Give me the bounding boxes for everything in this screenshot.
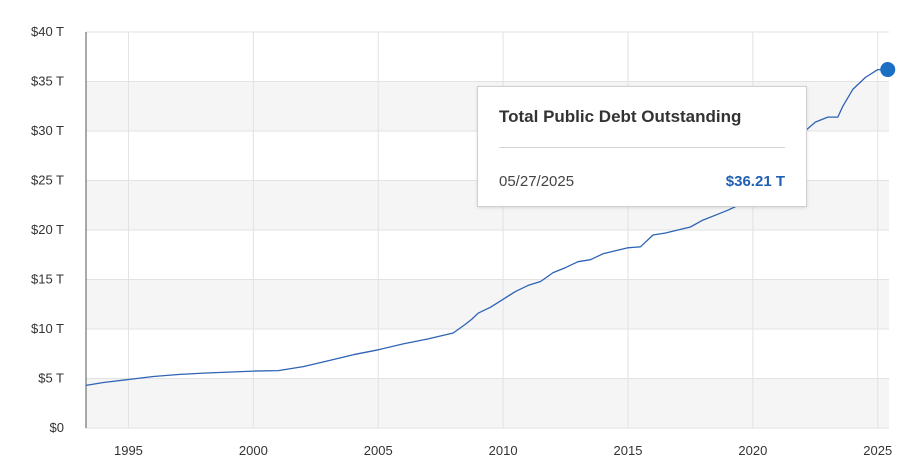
tooltip-date: 05/27/2025 (499, 173, 575, 190)
tooltip-divider (499, 147, 785, 148)
grid-band (86, 378, 889, 428)
grid-band (86, 32, 889, 82)
y-tick-label: $5 T (38, 371, 64, 386)
x-axis-labels: 1995 2000 2005 2010 2015 2020 2025 (114, 443, 892, 458)
grid-band (86, 279, 889, 329)
x-tick-label: 2005 (364, 443, 393, 458)
y-tick-label: $10 T (31, 321, 64, 336)
y-axis-labels: $0 $5 T $10 T $15 T $20 T $25 T $30 T $35 T $40 … (31, 24, 64, 435)
x-tick-label: 2010 (489, 443, 518, 458)
y-tick-label: $20 T (31, 222, 64, 237)
x-tick-label: 2020 (738, 443, 767, 458)
tooltip-value: $36.21 T (725, 173, 785, 190)
y-tick-label: $15 T (31, 272, 64, 287)
highlight-point[interactable] (880, 62, 896, 78)
tooltip-title: Total Public Debt Outstanding (499, 107, 742, 126)
y-tick-label: $25 T (31, 173, 64, 188)
x-tick-label: 2015 (614, 443, 643, 458)
y-tick-label: $40 T (31, 24, 64, 39)
x-tick-label: 2025 (863, 443, 892, 458)
x-tick-label: 1995 (114, 443, 143, 458)
data-tooltip: Total Public Debt Outstanding 05/27/2025… (477, 86, 807, 207)
y-tick-label: $30 T (31, 123, 64, 138)
y-tick-label: $35 T (31, 74, 64, 89)
grid-band (86, 329, 889, 379)
grid-band (86, 230, 889, 280)
y-tick-label: $0 (50, 420, 64, 435)
x-tick-label: 2000 (239, 443, 268, 458)
